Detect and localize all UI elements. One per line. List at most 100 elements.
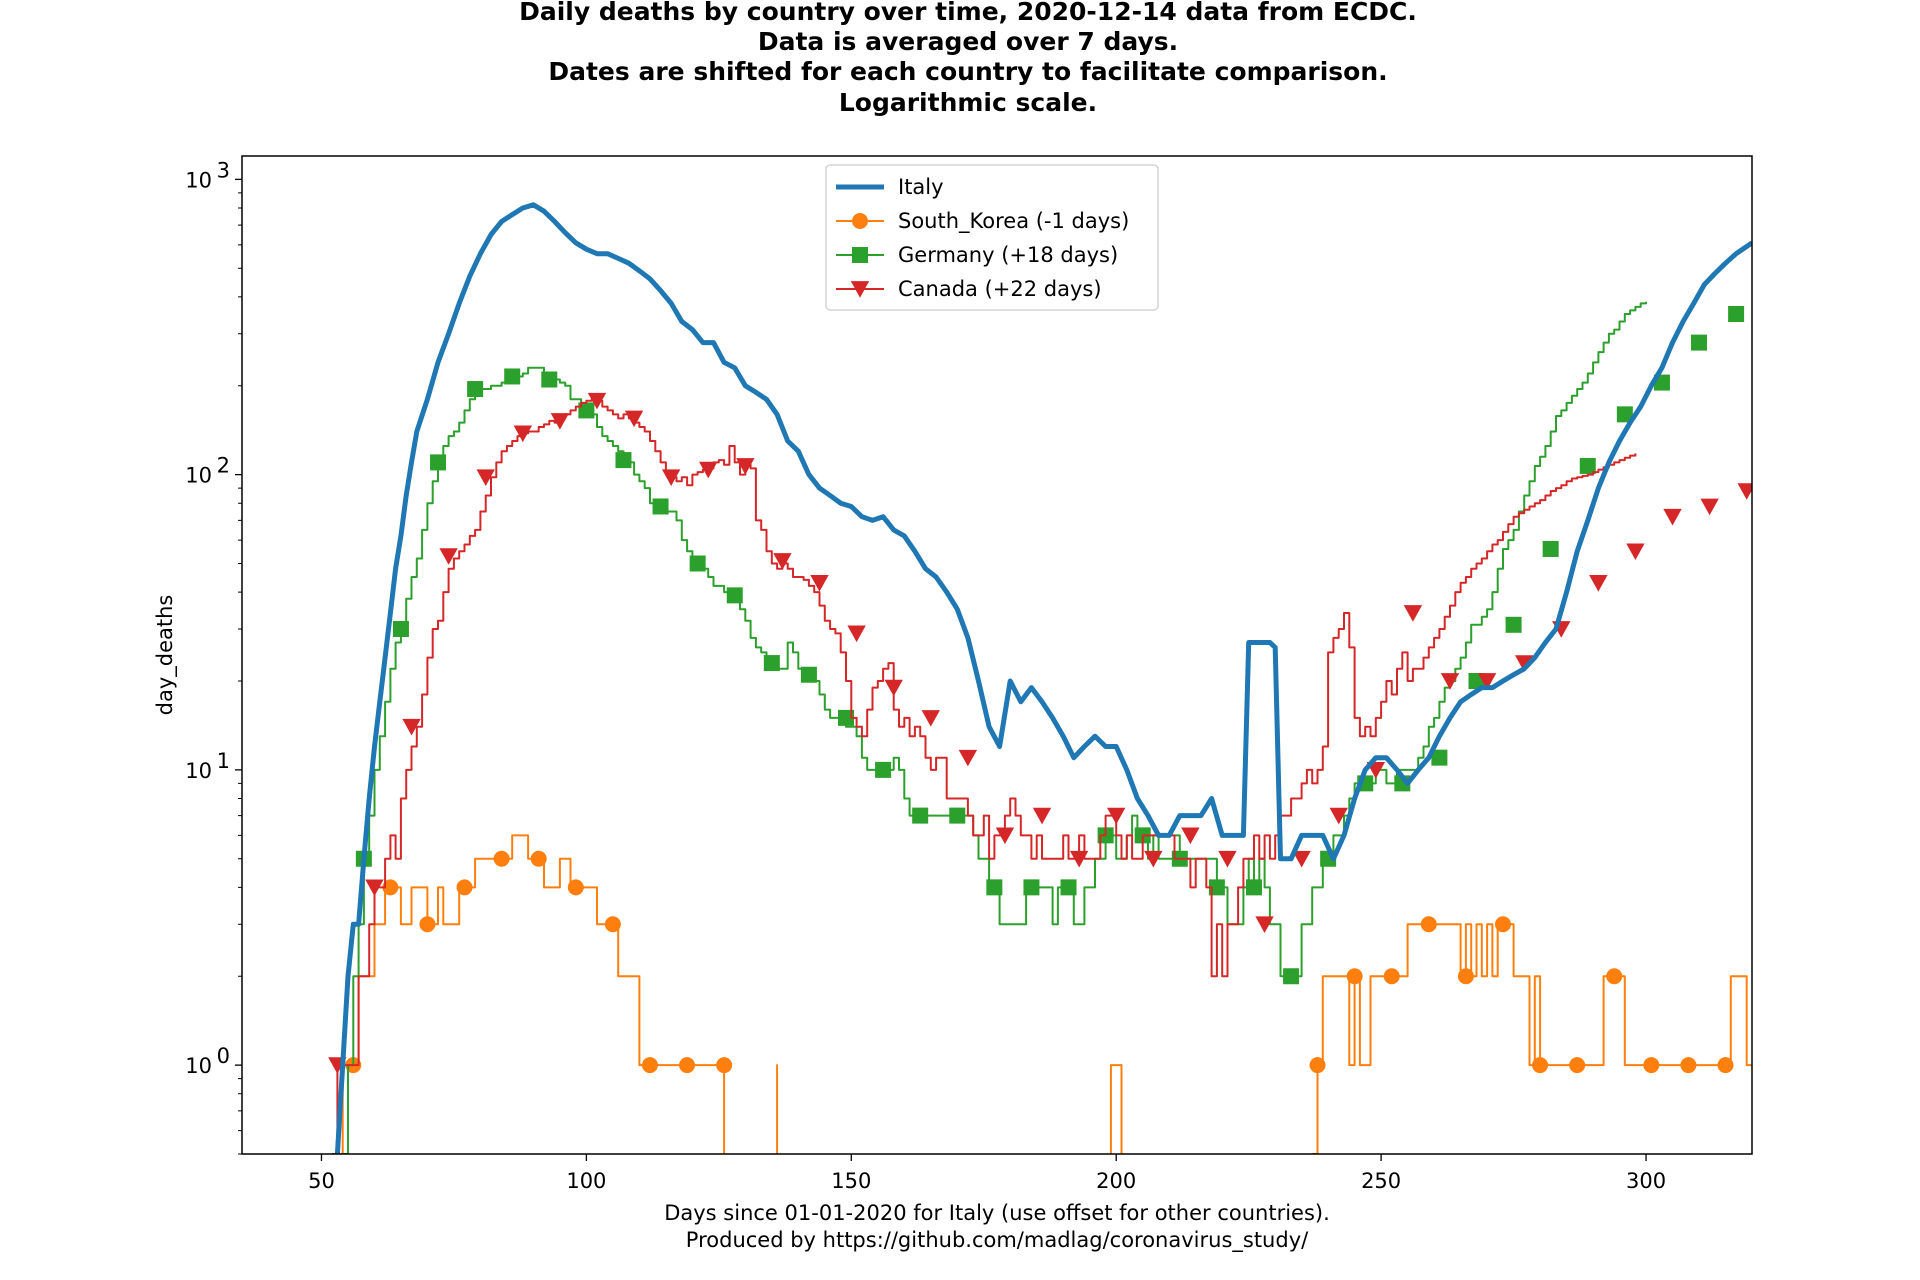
data-point-germany bbox=[652, 498, 669, 515]
data-point-canada bbox=[847, 625, 866, 643]
data-point-canada bbox=[995, 827, 1015, 845]
plot-frame bbox=[241, 155, 1753, 1155]
data-point-canada bbox=[1737, 483, 1752, 500]
data-point-canada bbox=[736, 458, 755, 475]
data-point-canada bbox=[550, 413, 570, 430]
x-axis-label-line: Produced by https://github.com/madlag/co… bbox=[686, 1228, 1309, 1253]
title-line: Dates are shifted for each country to fa… bbox=[548, 57, 1387, 86]
y-tick-label: 10 bbox=[185, 1054, 212, 1078]
legend-swatch-marker bbox=[852, 247, 868, 263]
data-point-south-korea bbox=[1457, 968, 1474, 985]
data-point-germany bbox=[838, 709, 854, 726]
data-point-south-korea bbox=[419, 916, 436, 933]
y-tick-exponent: 1 bbox=[217, 749, 230, 773]
data-point-germany bbox=[1579, 457, 1596, 474]
x-tick-label: 250 bbox=[1361, 1169, 1401, 1193]
x-tick-label: 100 bbox=[566, 1169, 606, 1193]
chart-title: Daily deaths by country over time, 2020-… bbox=[519, 0, 1417, 117]
data-point-south-korea bbox=[1532, 1057, 1549, 1074]
y-axis-label: day_deaths bbox=[153, 595, 178, 716]
y-tick-exponent: 2 bbox=[217, 454, 230, 478]
series-layer bbox=[328, 202, 1793, 1154]
data-point-germany bbox=[875, 761, 892, 778]
legend-item-italy: Italy bbox=[836, 175, 944, 199]
series-canada bbox=[328, 392, 1793, 1154]
data-point-south-korea bbox=[1309, 1057, 1326, 1074]
series-line-south-korea bbox=[1109, 1064, 1123, 1154]
data-point-germany bbox=[504, 368, 521, 385]
x-tick-label: 300 bbox=[1626, 1169, 1666, 1193]
series-south-korea bbox=[337, 834, 1752, 1154]
data-point-south-korea bbox=[493, 850, 510, 867]
data-point-canada bbox=[773, 553, 792, 570]
data-point-germany bbox=[541, 371, 558, 388]
x-axis: 50 100 150 200 250 300 bbox=[308, 1154, 1666, 1193]
data-point-canada bbox=[1292, 850, 1311, 868]
data-point-south-korea bbox=[716, 1057, 733, 1074]
data-point-germany bbox=[578, 402, 595, 419]
data-point-germany bbox=[949, 807, 966, 824]
y-tick-exponent: 3 bbox=[217, 158, 230, 182]
data-point-germany bbox=[726, 587, 743, 604]
data-point-south-korea bbox=[604, 916, 621, 933]
title-line: Daily deaths by country over time, 2020-… bbox=[519, 0, 1417, 26]
data-point-canada bbox=[921, 710, 940, 727]
data-point-germany bbox=[986, 879, 1003, 896]
data-point-canada bbox=[1329, 807, 1348, 825]
data-point-canada bbox=[1107, 807, 1126, 825]
legend-label: Germany (+18 days) bbox=[898, 243, 1118, 267]
data-point-canada bbox=[1775, 466, 1793, 483]
data-point-canada bbox=[587, 392, 607, 410]
data-point-germany bbox=[1542, 540, 1559, 557]
data-point-germany bbox=[1023, 879, 1040, 896]
data-point-germany bbox=[1728, 305, 1745, 322]
data-point-germany bbox=[800, 666, 817, 683]
x-tick-label: 200 bbox=[1096, 1169, 1136, 1193]
legend-item-south-korea: South_Korea (-1 days) bbox=[836, 209, 1129, 234]
y-tick-label: 10 bbox=[185, 168, 212, 192]
data-point-canada bbox=[1032, 807, 1052, 825]
data-point-canada bbox=[1144, 850, 1163, 868]
data-point-south-korea bbox=[567, 879, 584, 896]
data-point-germany bbox=[1691, 334, 1708, 351]
data-point-canada bbox=[1663, 508, 1682, 526]
data-point-south-korea bbox=[1717, 1057, 1734, 1074]
plot-area bbox=[241, 155, 1793, 1155]
y-tick-exponent: 0 bbox=[217, 1044, 230, 1068]
data-point-germany bbox=[763, 655, 780, 672]
data-point-canada bbox=[958, 749, 978, 767]
data-point-germany bbox=[1505, 616, 1522, 633]
series-line-germany bbox=[342, 301, 1647, 1154]
data-point-germany bbox=[1245, 879, 1262, 896]
data-point-canada bbox=[884, 679, 903, 697]
data-point-canada bbox=[1403, 605, 1423, 622]
series-line-south-korea bbox=[1312, 923, 1752, 1154]
legend-box bbox=[825, 164, 1159, 311]
x-tick-label: 50 bbox=[308, 1169, 335, 1193]
legend: Italy South_Korea (-1 days) Germany (+18 d… bbox=[825, 164, 1159, 311]
x-tick-label: 150 bbox=[831, 1169, 871, 1193]
data-point-canada bbox=[699, 461, 718, 479]
data-point-canada bbox=[810, 575, 829, 592]
data-point-south-korea bbox=[1643, 1057, 1660, 1074]
data-point-south-korea bbox=[382, 879, 399, 896]
data-point-south-korea bbox=[679, 1057, 696, 1074]
legend-label: South_Korea (-1 days) bbox=[898, 209, 1129, 234]
data-point-canada bbox=[513, 425, 533, 443]
data-point-south-korea bbox=[1606, 968, 1623, 985]
data-point-canada bbox=[1440, 673, 1460, 690]
data-point-germany bbox=[912, 807, 929, 824]
data-point-germany bbox=[430, 454, 447, 471]
data-point-germany bbox=[1060, 879, 1077, 896]
data-point-canada bbox=[1477, 673, 1497, 690]
x-axis-label-line: Days since 01-01-2020 for Italy (use off… bbox=[664, 1201, 1330, 1225]
data-point-canada bbox=[365, 879, 384, 897]
data-point-south-korea bbox=[1346, 968, 1363, 985]
data-point-canada bbox=[1589, 575, 1608, 592]
x-axis-label: Days since 01-01-2020 for Italy (use off… bbox=[664, 1201, 1330, 1253]
data-point-germany bbox=[392, 621, 409, 638]
title-line: Data is averaged over 7 days. bbox=[758, 27, 1178, 56]
data-point-germany bbox=[467, 380, 484, 397]
data-point-south-korea bbox=[530, 850, 547, 867]
